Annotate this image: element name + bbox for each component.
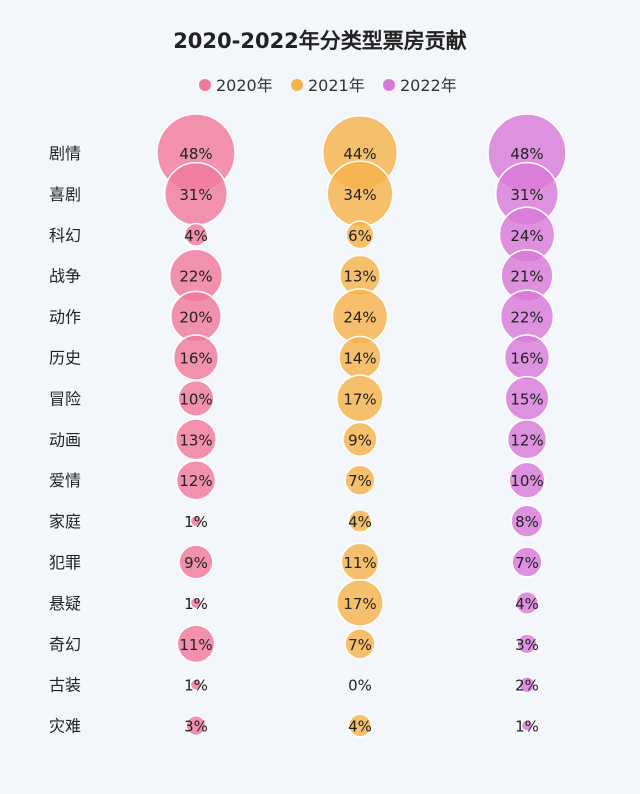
bubble (183, 222, 209, 247)
category-label: 灾难 (49, 717, 81, 736)
value-label: 12% (179, 472, 212, 490)
chart-rows: 剧情 48% 44% 48% 喜剧 31% 34% 31% 科幻 4% 6% 24% 战争 22% 13% 2… (49, 113, 567, 738)
value-label: 48% (510, 145, 543, 163)
category-label: 剧情 (49, 144, 81, 163)
category-label: 古装 (49, 676, 81, 695)
value-label: 48% (179, 145, 212, 163)
value-label: 4% (348, 718, 372, 736)
bubble (514, 590, 540, 615)
bubble (347, 713, 373, 738)
value-label: 20% (179, 309, 212, 327)
bubble (178, 544, 214, 580)
bubble (508, 461, 546, 499)
value-label: 12% (510, 431, 543, 449)
bubble (189, 678, 203, 692)
value-label: 9% (184, 554, 208, 572)
bubble (177, 379, 215, 417)
value-label: 7% (348, 636, 372, 654)
legend-label-1: 2020年 (216, 76, 273, 95)
legend-marker-1 (199, 79, 211, 91)
legend-label-2: 2021年 (308, 76, 365, 95)
value-label: 17% (343, 595, 376, 613)
value-label: 1% (184, 513, 208, 531)
legend: 2020年 2021年 2022年 (199, 76, 457, 95)
value-label: 11% (343, 554, 376, 572)
legend-label-3: 2022年 (400, 76, 457, 95)
value-label: 44% (343, 145, 376, 163)
value-label: 13% (179, 431, 212, 449)
bubble (344, 628, 376, 660)
bubble (175, 459, 217, 501)
bubble (518, 675, 536, 694)
bubble (189, 596, 203, 610)
category-label: 动画 (49, 430, 81, 449)
value-label: 34% (343, 186, 376, 204)
value-label: 10% (179, 390, 212, 408)
value-label: 16% (510, 350, 543, 368)
bubble (185, 715, 207, 737)
category-label: 犯罪 (49, 553, 81, 572)
bubble (176, 624, 216, 664)
value-label: 22% (179, 268, 212, 286)
category-label: 科幻 (49, 226, 81, 245)
value-label: 7% (515, 554, 539, 572)
category-label: 喜剧 (49, 185, 81, 204)
value-label: 9% (348, 431, 372, 449)
value-label: 10% (510, 472, 543, 490)
bubble (511, 546, 543, 578)
value-label: 31% (179, 186, 212, 204)
bubble (510, 504, 544, 538)
value-label: 2% (515, 677, 539, 695)
value-label: 1% (184, 595, 208, 613)
value-label: 4% (515, 595, 539, 613)
legend-marker-3 (383, 79, 395, 91)
bubble (516, 633, 538, 655)
bubble (342, 421, 378, 457)
category-label: 悬疑 (49, 594, 81, 613)
category-label: 冒险 (49, 389, 81, 408)
chart-title: 2020-2022年分类型票房贡献 (173, 29, 467, 53)
category-label: 战争 (49, 267, 81, 286)
value-label: 4% (184, 227, 208, 245)
bubble (174, 418, 218, 461)
value-label: 24% (343, 309, 376, 327)
value-label: 13% (343, 268, 376, 286)
value-label: 1% (184, 677, 208, 695)
bubble (506, 419, 548, 460)
bubble (347, 509, 373, 534)
value-label: 24% (510, 227, 543, 245)
value-label: 11% (179, 636, 212, 654)
category-label: 历史 (49, 349, 81, 368)
bubble (336, 578, 384, 627)
bubble (344, 464, 376, 496)
value-label: 6% (348, 227, 372, 245)
value-label: 31% (510, 186, 543, 204)
bubble (336, 374, 384, 423)
value-label: 7% (348, 472, 372, 490)
value-label: 22% (510, 309, 543, 327)
value-label: 3% (515, 636, 539, 654)
value-label: 8% (515, 513, 539, 531)
value-label: 0% (348, 677, 372, 695)
value-label: 4% (348, 513, 372, 531)
value-label: 15% (510, 390, 543, 408)
value-label: 1% (515, 718, 539, 736)
category-label: 动作 (49, 308, 81, 327)
bubble (520, 719, 534, 732)
value-label: 14% (343, 350, 376, 368)
category-label: 家庭 (49, 512, 81, 531)
value-label: 21% (510, 268, 543, 286)
legend-marker-2 (291, 79, 303, 91)
category-label: 奇幻 (49, 635, 81, 654)
value-label: 3% (184, 718, 208, 736)
value-label: 16% (179, 350, 212, 368)
bubble (189, 514, 203, 528)
value-label: 17% (343, 390, 376, 408)
bubble (345, 220, 375, 250)
category-label: 爱情 (49, 471, 81, 490)
